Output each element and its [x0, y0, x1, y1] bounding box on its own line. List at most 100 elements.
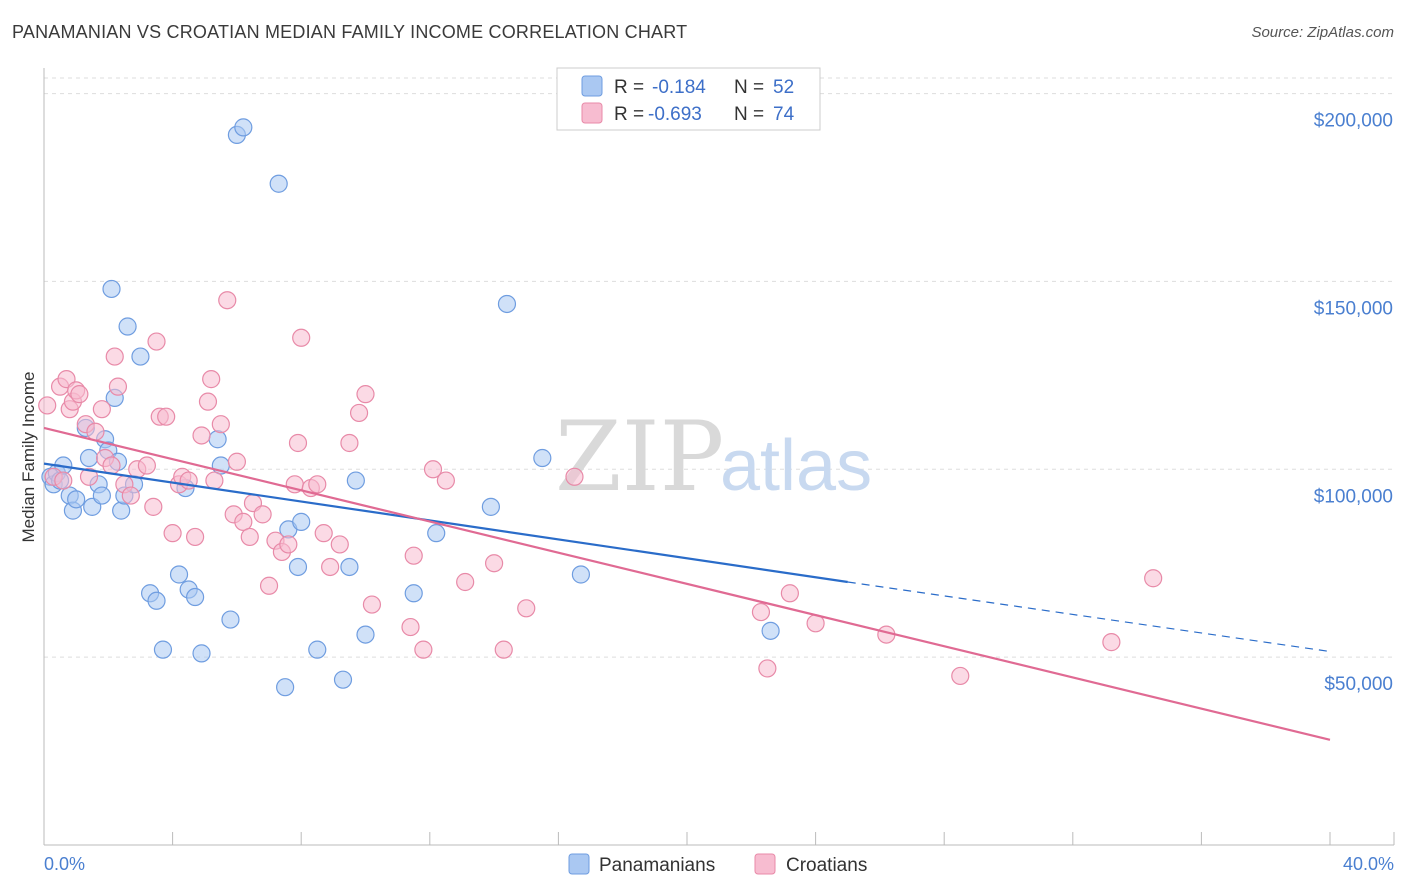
gridlines	[44, 77, 1394, 658]
watermark-zip: ZIP	[555, 401, 724, 513]
point-panamanians-50	[533, 448, 552, 468]
point-panamanians-33	[221, 610, 240, 629]
point-croatians-29	[186, 527, 205, 547]
point-croatians-73	[951, 666, 970, 686]
point-panamanians-29	[186, 587, 205, 607]
legend-bottom-panamanians-label: Panamanians	[599, 855, 715, 876]
point-panamanians-35	[234, 118, 253, 137]
point-croatians-67	[565, 467, 584, 486]
point-panamanians-43	[340, 557, 359, 577]
point-croatians-55	[349, 403, 369, 423]
trend-lines	[43, 426, 1331, 741]
point-croatians-69	[758, 659, 777, 678]
y-tick-label-3: $200,000	[1314, 111, 1393, 132]
point-croatians-11	[86, 422, 105, 441]
point-panamanians-39	[288, 557, 308, 577]
point-croatians-39	[240, 527, 259, 547]
point-panamanians-37	[276, 678, 295, 697]
point-panamanians-30	[192, 644, 211, 663]
axes	[43, 68, 1394, 846]
point-croatians-65	[494, 640, 513, 659]
point-panamanians-7	[67, 490, 86, 509]
point-panamanians-40	[292, 512, 311, 531]
point-croatians-33	[205, 471, 224, 490]
point-panamanians-31	[208, 430, 227, 449]
point-croatians-30	[192, 426, 211, 445]
legend-croatians-swatch	[581, 102, 603, 124]
legend-r-label-0: R =	[614, 77, 644, 98]
point-panamanians-52	[761, 621, 780, 640]
point-croatians-51	[314, 524, 333, 543]
legend-bottom-croatians-label: Croatians	[786, 855, 867, 876]
point-croatians-18	[121, 486, 140, 505]
point-panamanians-49	[497, 294, 517, 314]
legend-r-value-1: -0.693	[648, 104, 702, 125]
point-croatians-66	[517, 599, 536, 618]
chart-title: PANAMANIAN VS CROATIAN MEDIAN FAMILY INC…	[12, 22, 688, 42]
point-croatians-24	[157, 407, 176, 426]
point-panamanians-25	[153, 640, 173, 659]
y-axis-label: Median Family Income	[19, 371, 38, 542]
legend-n-label-0: N =	[734, 77, 764, 98]
point-croatians-52	[321, 557, 340, 577]
point-croatians-0	[38, 396, 57, 415]
point-croatians-58	[401, 617, 420, 637]
legend-bottom-croatians-swatch	[754, 853, 776, 875]
point-croatians-35	[218, 291, 237, 310]
point-panamanians-41	[308, 640, 327, 659]
y-tick-label-1: $100,000	[1314, 486, 1393, 507]
point-croatians-57	[362, 595, 382, 614]
point-panamanians-51	[571, 565, 591, 584]
point-croatians-50	[308, 475, 327, 494]
point-panamanians-45	[356, 625, 375, 644]
y-tick-labels: $50,000 $100,000 $150,000 $200,000	[1314, 111, 1393, 696]
source-label: Source: ZipAtlas.com	[1251, 24, 1394, 41]
point-croatians-20	[137, 456, 156, 475]
point-croatians-31	[198, 392, 218, 411]
point-croatians-41	[253, 505, 272, 524]
point-panamanians-18	[112, 501, 131, 520]
y-tick-label-0: $50,000	[1324, 674, 1393, 695]
point-croatians-37	[227, 452, 246, 471]
point-panamanians-22	[131, 347, 150, 366]
point-croatians-8	[70, 385, 89, 404]
point-croatians-60	[414, 640, 433, 659]
legend-bottom: Panamanians Croatians	[568, 853, 867, 876]
point-croatians-62	[436, 471, 455, 490]
point-croatians-22	[147, 332, 166, 351]
point-croatians-70	[780, 584, 799, 603]
x-tick-label-max: 40.0%	[1343, 854, 1394, 874]
point-croatians-16	[108, 377, 128, 396]
point-croatians-45	[279, 535, 298, 554]
point-panamanians-48	[481, 497, 500, 516]
series-croatians-points	[38, 291, 1163, 686]
x-tick-label-min: 0.0%	[44, 854, 85, 874]
legend-panamanians-swatch	[581, 75, 603, 97]
legend-n-value-1: 74	[773, 104, 795, 125]
point-panamanians-36	[269, 174, 288, 193]
legend-r-value-0: -0.184	[652, 77, 706, 98]
point-croatians-21	[144, 497, 163, 516]
point-croatians-47	[288, 433, 308, 453]
point-panamanians-20	[118, 317, 137, 336]
trend-line-panamanians	[43, 462, 848, 584]
legend-n-value-0: 52	[773, 77, 794, 98]
point-panamanians-26	[169, 565, 189, 584]
point-croatians-53	[330, 535, 349, 554]
point-panamanians-12	[92, 486, 111, 505]
x-ticks	[43, 832, 1395, 845]
point-panamanians-47	[427, 524, 446, 543]
point-croatians-42	[259, 576, 279, 595]
point-croatians-63	[456, 572, 475, 592]
legend-n-label-1: N =	[734, 104, 764, 125]
legend-bottom-panamanians-swatch	[568, 853, 590, 875]
watermark: ZIP atlas	[555, 401, 872, 513]
point-panamanians-15	[102, 279, 121, 299]
point-croatians-38	[234, 512, 253, 531]
point-croatians-54	[340, 433, 359, 453]
legend-top: R = -0.184 N = 52 R = -0.693 N = 74	[556, 67, 821, 131]
point-panamanians-42	[333, 670, 353, 689]
point-croatians-74	[1102, 633, 1121, 652]
point-croatians-25	[163, 524, 182, 543]
